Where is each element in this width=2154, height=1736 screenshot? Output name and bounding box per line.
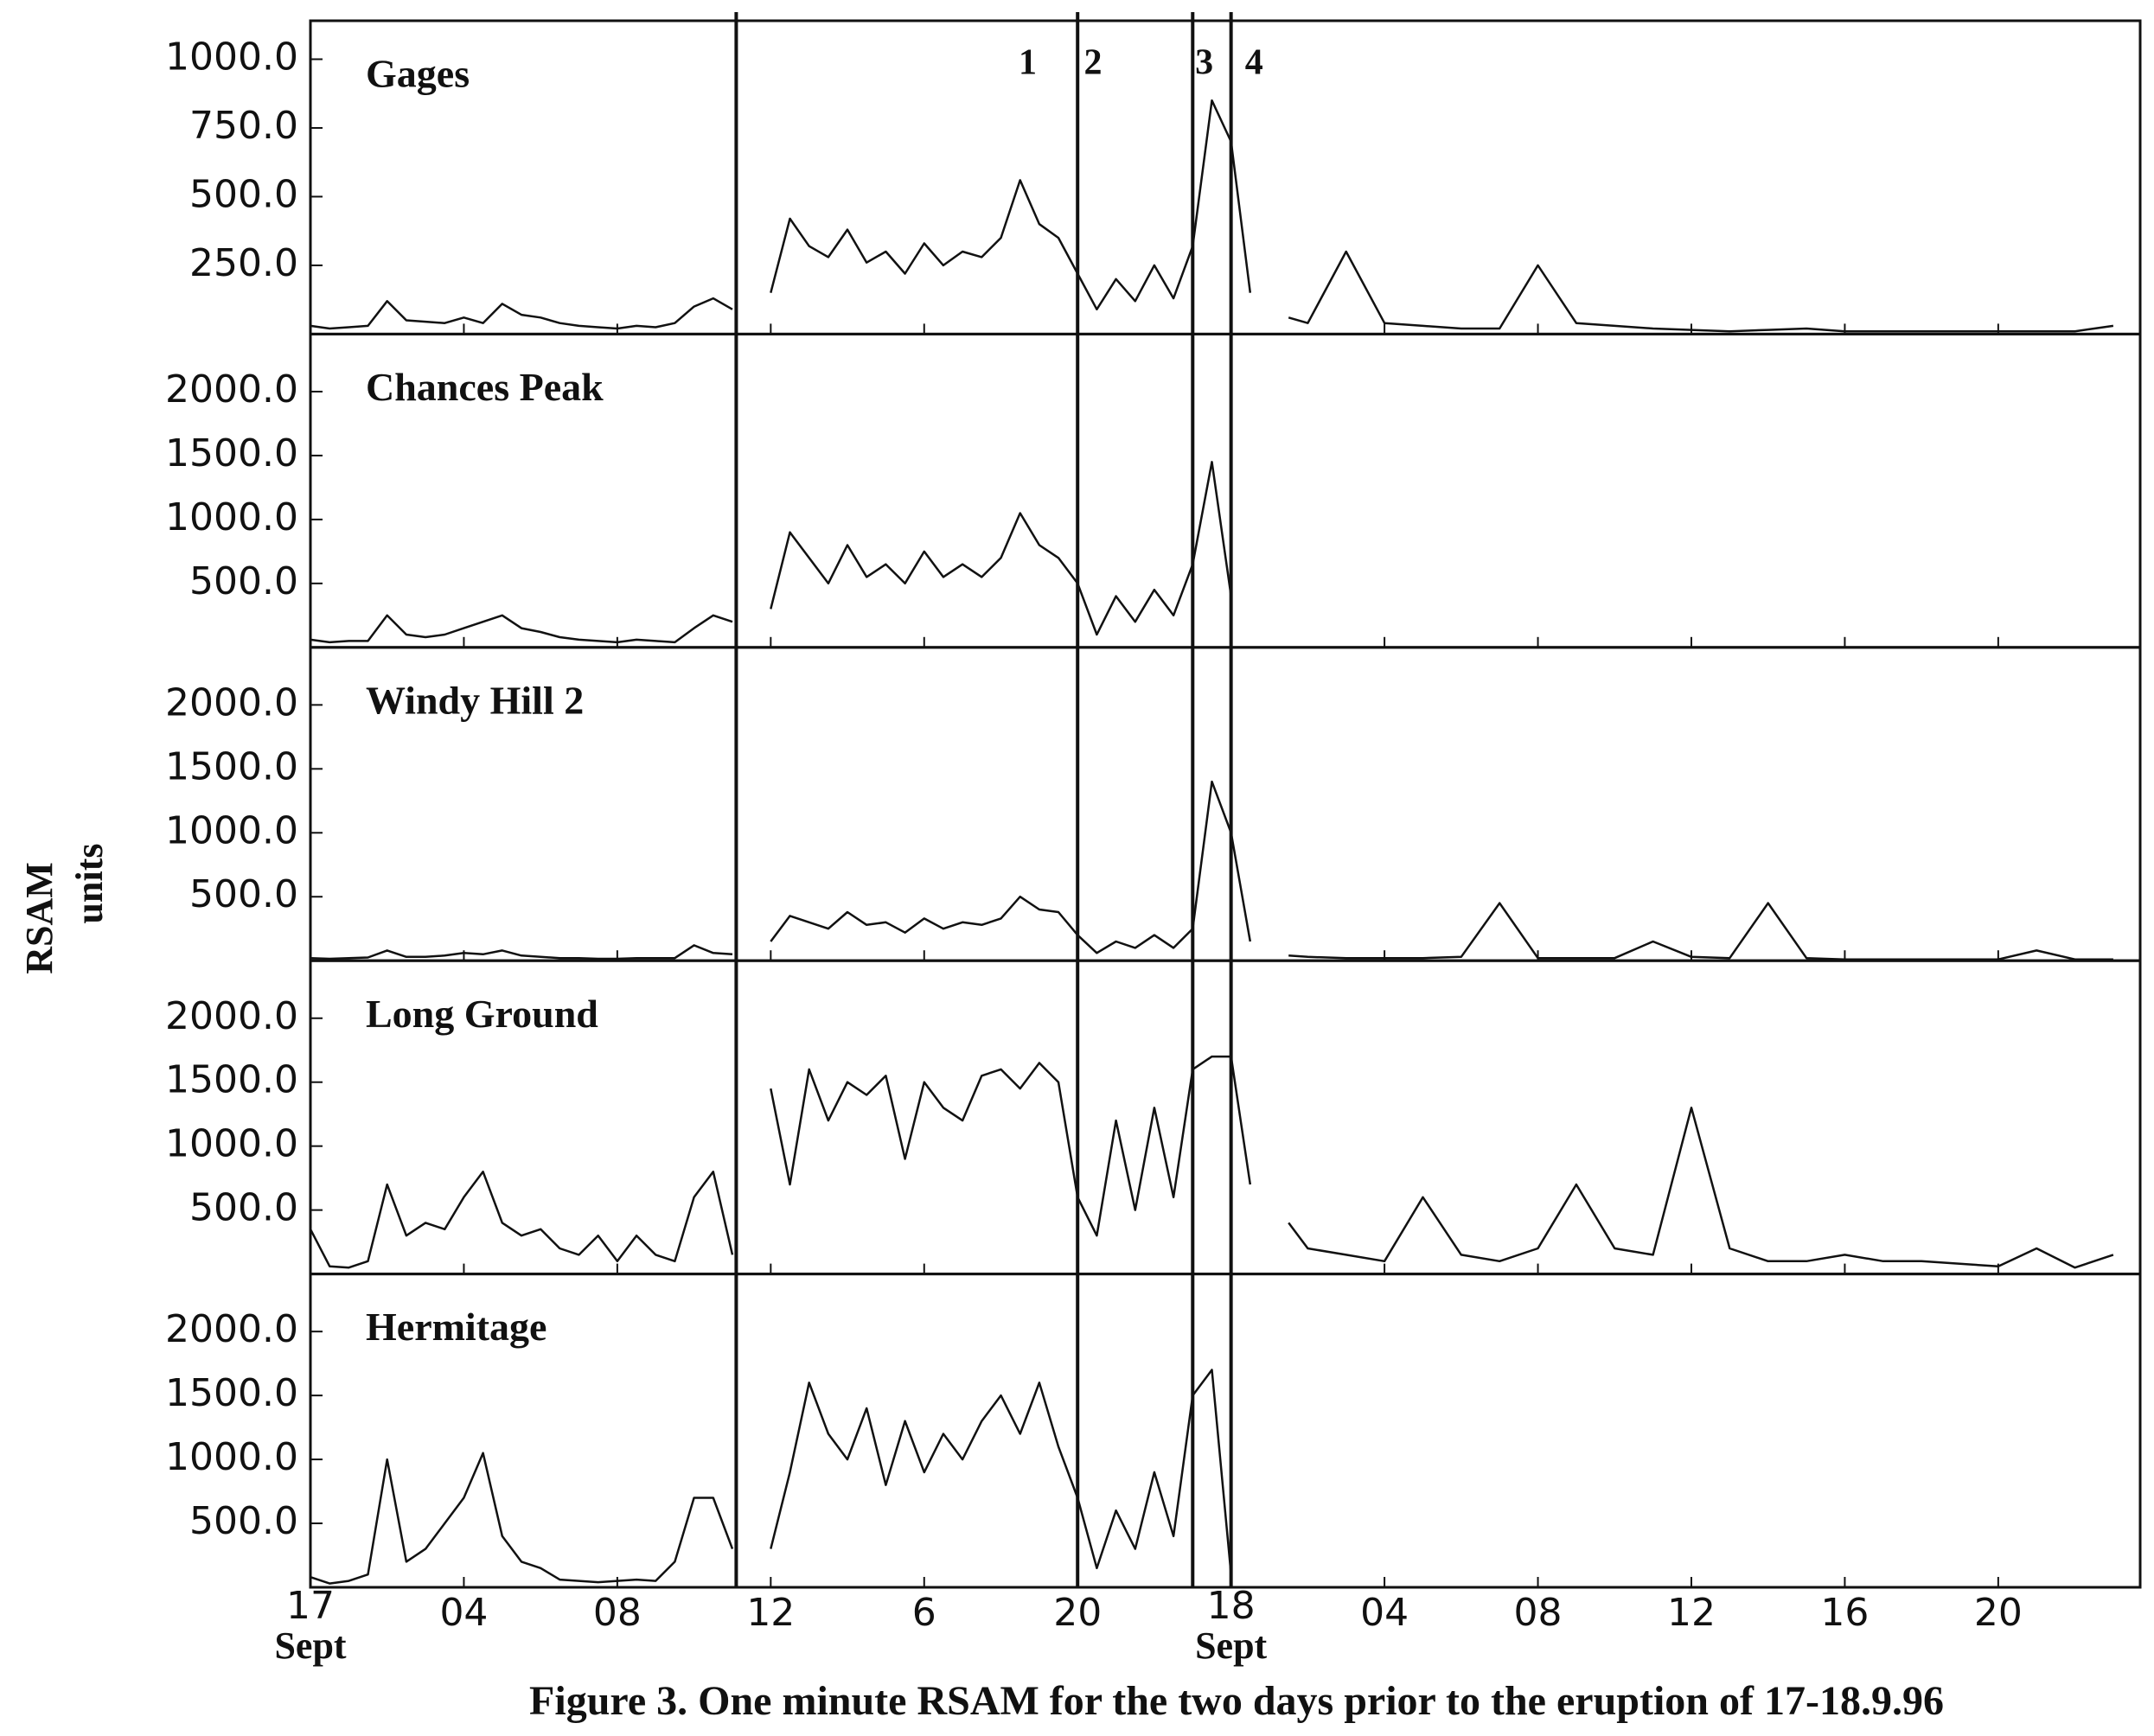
x-tick-label: 6 xyxy=(912,1591,936,1635)
y-tick-label: 500.0 xyxy=(189,559,298,603)
event-label: 3 xyxy=(1195,43,1213,83)
x-tick-label: 20 xyxy=(1974,1591,2023,1635)
series-line xyxy=(310,461,1232,644)
x-tick-label: 16 xyxy=(1820,1591,1869,1635)
panel-frame xyxy=(309,19,2142,335)
x-tick-label: 18 xyxy=(1207,1584,1256,1628)
y-tick-label: 250.0 xyxy=(189,241,298,285)
event-label: 1 xyxy=(1019,43,1037,83)
series-line xyxy=(310,99,2114,333)
x-tick-label: 12 xyxy=(1667,1591,1716,1635)
y-tick-label: 1500.0 xyxy=(165,744,298,788)
y-tick-label: 1500.0 xyxy=(165,431,298,475)
event-label: 2 xyxy=(1083,43,1102,83)
series-line xyxy=(309,1055,2114,1269)
y-tick-label: 2000.0 xyxy=(165,994,298,1038)
y-axis-label: units xyxy=(68,844,111,924)
y-tick-label: 500.0 xyxy=(189,1186,298,1230)
y-tick-label: 500.0 xyxy=(189,1499,298,1543)
x-sublabel: Sept xyxy=(1195,1624,1267,1667)
series-line xyxy=(310,780,2113,961)
x-tick-label: 04 xyxy=(439,1591,488,1635)
x-tick-label: 08 xyxy=(593,1591,642,1635)
y-tick-label: 1000.0 xyxy=(165,35,298,80)
event-label: 4 xyxy=(1245,43,1263,83)
y-tick-label: 2000.0 xyxy=(165,680,298,724)
y-tick-label: 1500.0 xyxy=(165,1371,298,1415)
series-line xyxy=(310,1369,1232,1585)
panel-frame xyxy=(309,1273,2142,1589)
y-tick-label: 1000.0 xyxy=(165,1435,298,1479)
y-tick-label: 1000.0 xyxy=(165,495,298,539)
x-tick-label: 12 xyxy=(746,1591,795,1635)
y-axis-label: RSAM xyxy=(18,862,61,974)
chart-caption: Figure 3. One minute RSAM for the two da… xyxy=(529,1678,1944,1724)
panel-frame xyxy=(309,646,2142,962)
panel-title: Chances Peak xyxy=(366,365,604,409)
x-sublabel: Sept xyxy=(274,1624,346,1667)
y-tick-label: 500.0 xyxy=(189,872,298,916)
panel-title: Long Ground xyxy=(366,992,598,1036)
y-tick-label: 1500.0 xyxy=(165,1058,298,1102)
x-tick-label: 08 xyxy=(1514,1591,1563,1635)
y-tick-label: 500.0 xyxy=(189,172,298,216)
y-tick-label: 1000.0 xyxy=(165,1122,298,1166)
panel-title: Gages xyxy=(366,52,470,96)
x-tick-label: 20 xyxy=(1053,1591,1102,1635)
panel-title: Windy Hill 2 xyxy=(366,678,584,722)
y-tick-label: 1000.0 xyxy=(165,808,298,852)
y-tick-label: 750.0 xyxy=(189,104,298,148)
y-tick-label: 2000.0 xyxy=(165,367,298,412)
x-tick-label: 17 xyxy=(286,1584,335,1628)
x-tick-label: 04 xyxy=(1360,1591,1409,1635)
y-tick-label: 2000.0 xyxy=(165,1307,298,1351)
panel-title: Hermitage xyxy=(366,1305,546,1349)
